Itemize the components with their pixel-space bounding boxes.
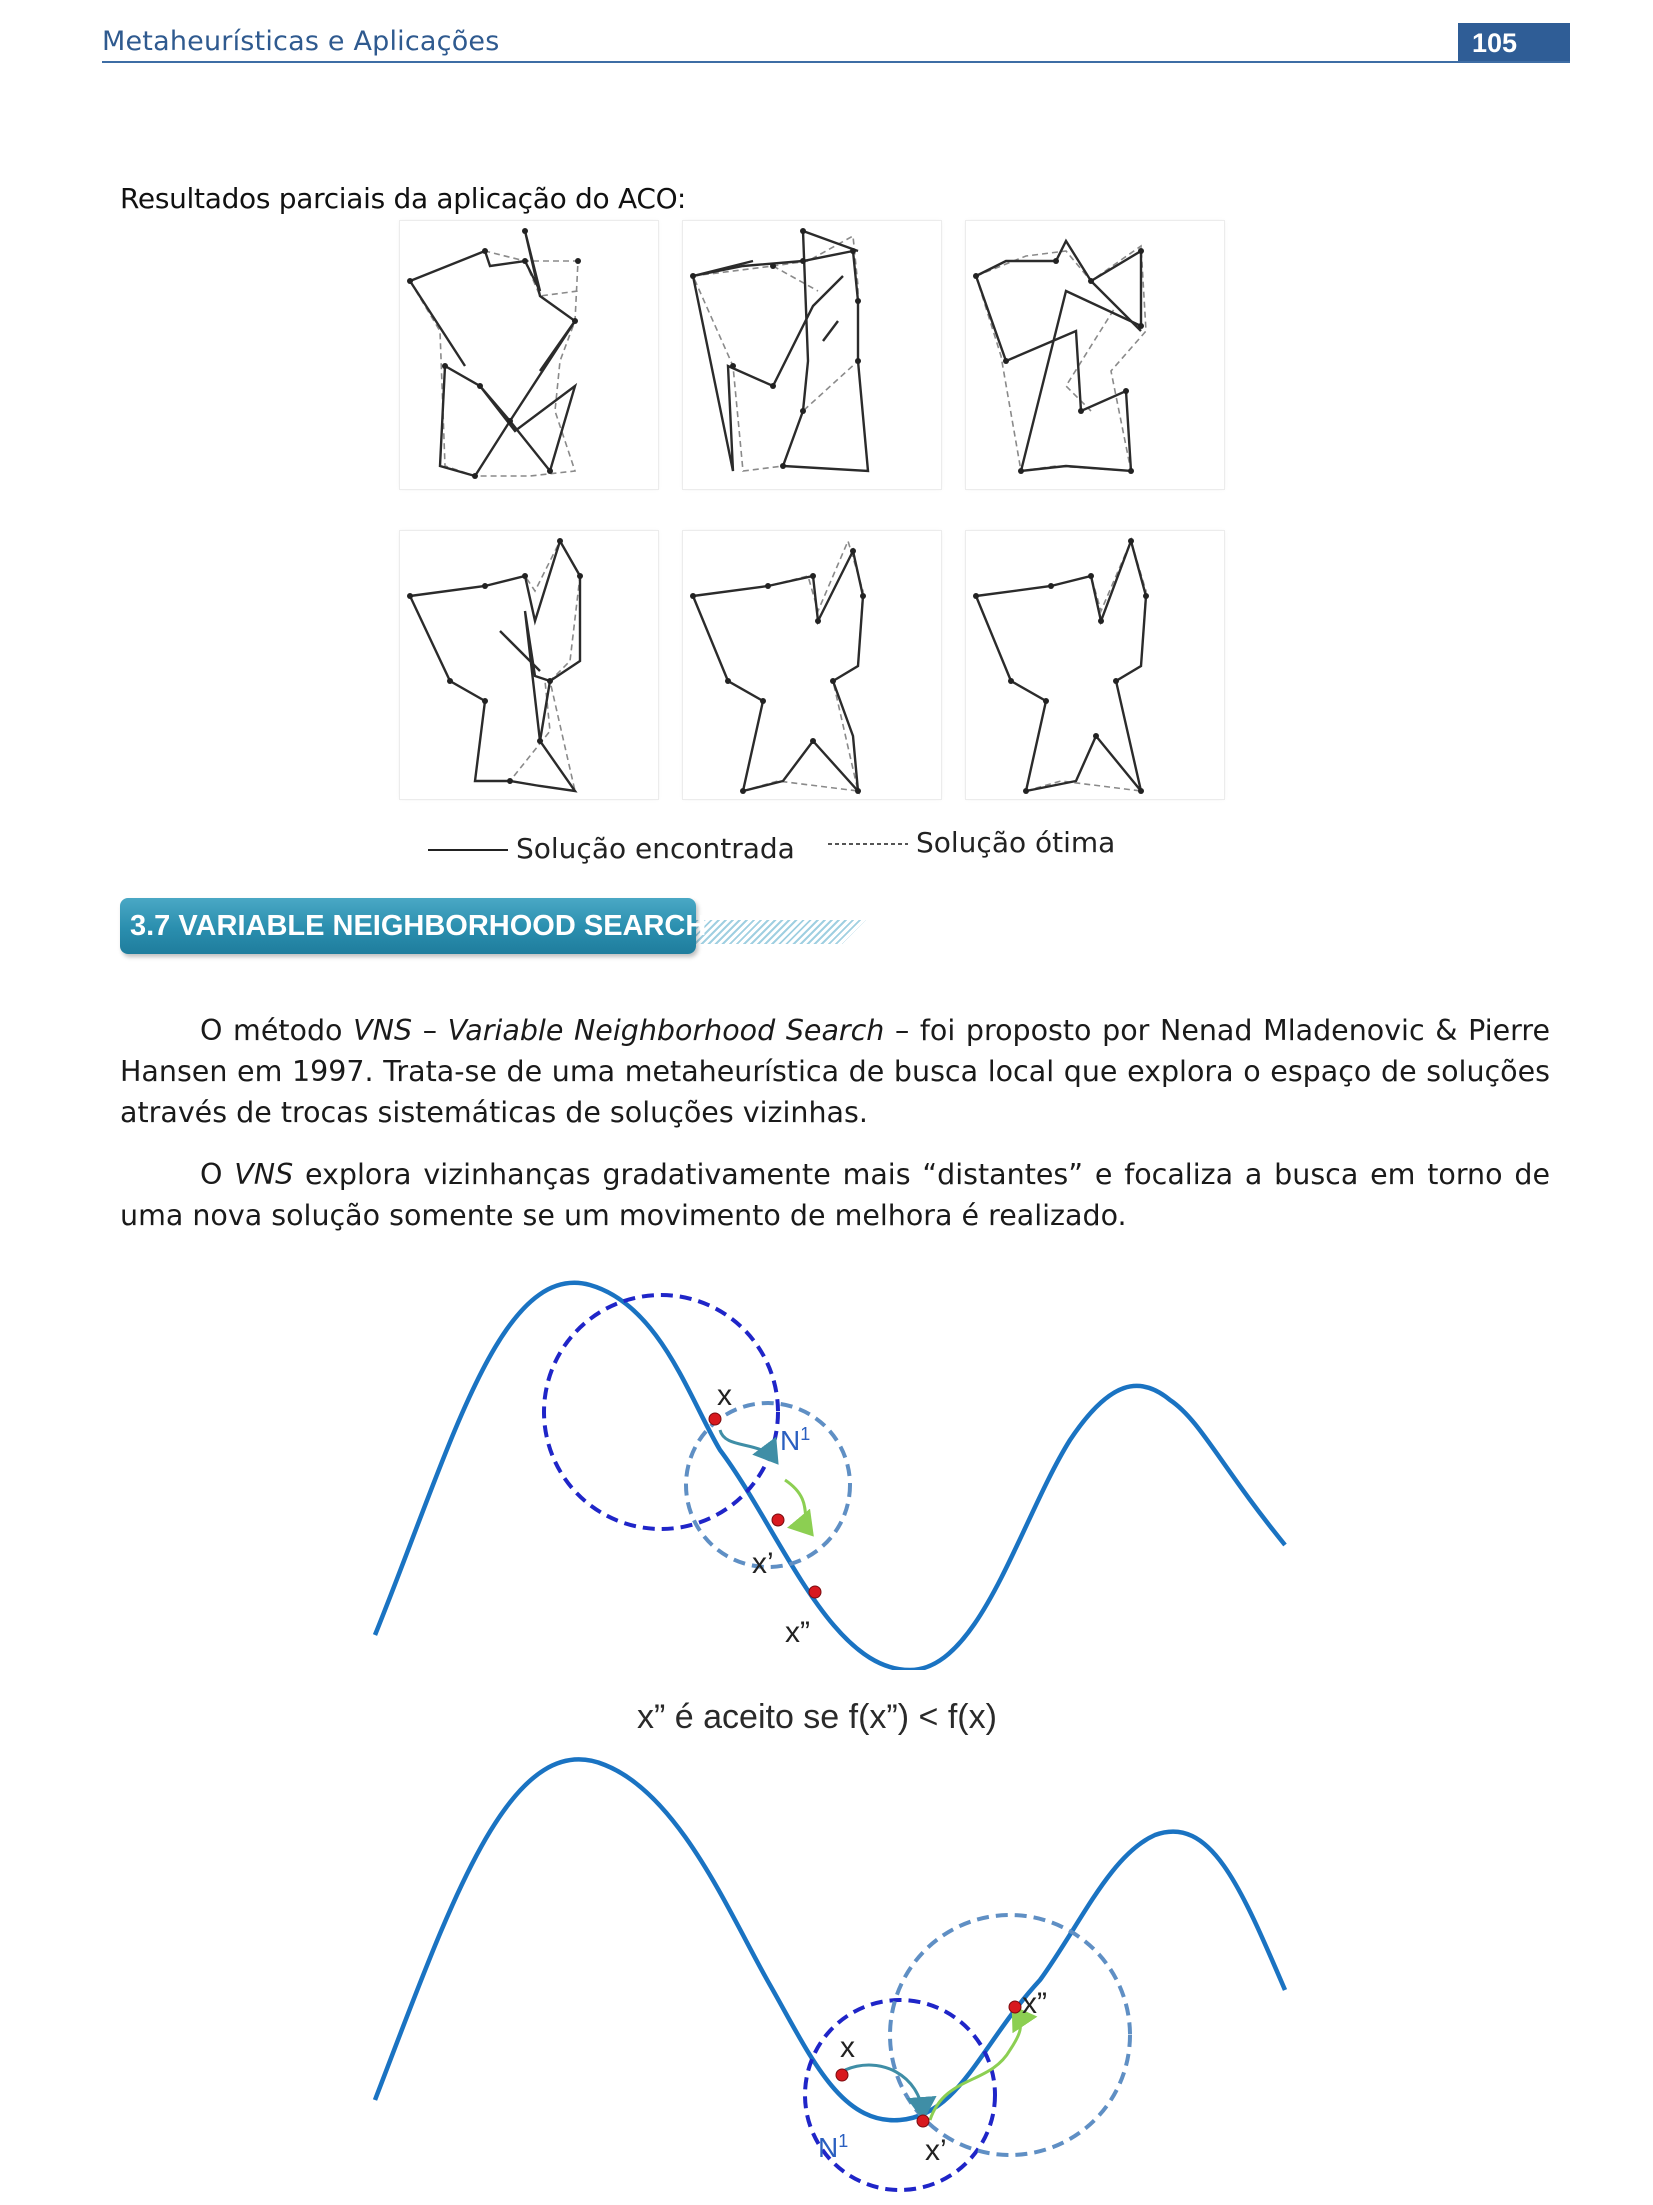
n1-neighborhood-circle-bottom xyxy=(803,1998,997,2192)
vns-diagram-bottom: x N1 x’ x” xyxy=(372,1757,1288,2192)
running-header-title: Metaheurísticas e Aplicações xyxy=(102,26,500,57)
move-arrow-x1-to-x2 xyxy=(784,1478,814,1537)
solid-line-swatch xyxy=(428,849,508,851)
label-n1-bottom: N1 xyxy=(818,2131,848,2163)
point-x1 xyxy=(771,1513,785,1527)
point-x-bottom xyxy=(835,2068,849,2082)
banner-box xyxy=(120,898,696,954)
section-heading: 3.7 VARIABLE NEIGHBORHOOD SEARCH xyxy=(130,910,707,942)
label-x: x xyxy=(717,1379,732,1412)
aco-panel-1 xyxy=(400,221,658,489)
n1-neighborhood-circle xyxy=(542,1293,780,1531)
dashed-line-swatch xyxy=(828,843,908,845)
label-x2: x” xyxy=(785,1616,810,1649)
banner-hatch-decoration xyxy=(696,920,866,944)
aco-panel-6 xyxy=(966,531,1224,799)
legend-dashed-label: Solução ótima xyxy=(916,826,1116,859)
move-arrow-x-to-x1-bottom xyxy=(844,2063,937,2121)
aco-panel-2 xyxy=(683,221,941,489)
vns-abbrev-2: VNS xyxy=(234,1158,294,1191)
vns-abbrev: VNS xyxy=(353,1014,413,1047)
point-x2-bottom xyxy=(1008,2000,1022,2014)
objective-curve-top xyxy=(372,1280,1287,1670)
label-n1: N1 xyxy=(780,1424,810,1456)
section-heading-banner: 3.7 VARIABLE NEIGHBORHOOD SEARCH xyxy=(120,898,866,954)
header-page-number: 105 xyxy=(1458,23,1570,63)
move-arrow-x-to-x1 xyxy=(718,1429,779,1465)
label-x1: x’ xyxy=(752,1547,774,1580)
n2-neighborhood-circle xyxy=(684,1401,852,1569)
point-x1-bottom xyxy=(916,2114,930,2128)
paragraph-vns-intro: O método VNS – Variable Neighborhood Sea… xyxy=(120,1014,1550,1129)
n2-neighborhood-circle-bottom xyxy=(888,1913,1132,2157)
legend-solid: Solução encontrada xyxy=(428,832,795,865)
vns-diagram-top: x N1 x’ x” xyxy=(372,1280,1287,1670)
label-x2-bottom: x” xyxy=(1022,1987,1047,2020)
aco-panel-4 xyxy=(400,531,658,799)
legend-dashed: Solução ótima xyxy=(828,826,1115,859)
point-x2 xyxy=(808,1585,822,1599)
objective-curve-bottom xyxy=(372,1757,1288,2123)
label-x-bottom: x xyxy=(840,2031,855,2064)
paragraph-vns-strategy: O VNS explora vizinhanças gradativamente… xyxy=(120,1158,1550,1232)
acceptance-caption: x” é aceito se f(x”) < f(x) xyxy=(637,1698,997,1736)
label-x1-bottom: x’ xyxy=(925,2134,947,2167)
aco-panel-3 xyxy=(966,221,1224,489)
move-arrow-x1-to-x2-bottom xyxy=(928,2005,1038,2121)
aco-panel-5 xyxy=(683,531,941,799)
legend-solid-label: Solução encontrada xyxy=(516,832,795,865)
aco-results-subtitle: Resultados parciais da aplicação do ACO: xyxy=(120,182,686,215)
point-x xyxy=(708,1412,722,1426)
header-rule xyxy=(102,61,1570,63)
vns-full-name: Variable Neighborhood Search xyxy=(447,1014,885,1047)
